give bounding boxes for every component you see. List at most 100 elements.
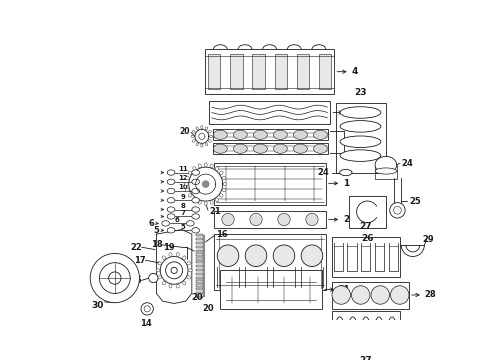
Bar (213, 130, 328, 140)
Text: 16: 16 (216, 230, 227, 239)
Bar (196, 284, 203, 287)
Text: 22: 22 (130, 243, 142, 252)
Ellipse shape (340, 121, 381, 132)
Bar (332, 311, 400, 350)
Circle shape (144, 306, 150, 312)
Text: 8: 8 (180, 203, 185, 209)
Ellipse shape (233, 130, 247, 139)
Circle shape (149, 274, 158, 283)
Ellipse shape (375, 156, 397, 173)
Circle shape (390, 203, 405, 218)
Bar (196, 242, 203, 244)
Ellipse shape (167, 207, 175, 212)
Circle shape (99, 263, 130, 293)
Ellipse shape (220, 171, 223, 175)
Bar (214, 211, 326, 228)
Text: 26: 26 (361, 234, 374, 243)
Text: 5: 5 (180, 224, 185, 230)
Ellipse shape (167, 214, 175, 219)
Text: 1: 1 (343, 179, 349, 188)
Ellipse shape (186, 177, 189, 180)
Bar (214, 163, 326, 205)
Ellipse shape (340, 136, 381, 148)
Text: 31: 31 (339, 285, 350, 294)
Ellipse shape (185, 183, 188, 186)
Ellipse shape (167, 170, 175, 175)
Text: 4: 4 (351, 67, 358, 76)
Ellipse shape (273, 130, 287, 139)
Ellipse shape (169, 284, 172, 288)
Bar (209, 101, 330, 124)
Ellipse shape (253, 144, 268, 153)
Bar (349, 195, 386, 228)
Ellipse shape (340, 170, 352, 176)
Circle shape (393, 206, 401, 214)
Text: 6: 6 (148, 219, 154, 228)
Text: 25: 25 (409, 197, 421, 206)
Ellipse shape (169, 253, 172, 256)
Ellipse shape (167, 198, 175, 203)
Ellipse shape (188, 194, 192, 197)
Bar (319, 54, 331, 89)
Ellipse shape (162, 281, 166, 285)
Ellipse shape (210, 135, 213, 138)
Ellipse shape (210, 201, 213, 204)
Circle shape (245, 245, 267, 266)
Polygon shape (196, 174, 216, 194)
Ellipse shape (176, 284, 179, 288)
Text: 14: 14 (140, 319, 151, 328)
Ellipse shape (192, 198, 199, 203)
Text: 12: 12 (178, 175, 187, 181)
Ellipse shape (192, 214, 199, 219)
Ellipse shape (167, 188, 175, 194)
Text: 24: 24 (401, 159, 413, 168)
Circle shape (222, 213, 234, 226)
Text: 7: 7 (180, 210, 185, 216)
Circle shape (166, 262, 183, 279)
Ellipse shape (193, 130, 196, 133)
Ellipse shape (158, 262, 161, 265)
Bar (196, 269, 203, 271)
Ellipse shape (294, 144, 307, 153)
Ellipse shape (182, 281, 186, 285)
Text: 20: 20 (203, 304, 214, 313)
Ellipse shape (167, 228, 175, 233)
Ellipse shape (204, 202, 207, 205)
Polygon shape (195, 130, 209, 143)
Polygon shape (203, 181, 209, 187)
Bar (196, 234, 203, 237)
Bar (213, 143, 328, 154)
Ellipse shape (198, 164, 201, 168)
Text: 13: 13 (354, 137, 366, 146)
Ellipse shape (188, 171, 192, 175)
Text: 18: 18 (151, 240, 163, 249)
Circle shape (109, 272, 121, 284)
Ellipse shape (192, 228, 199, 233)
Ellipse shape (193, 167, 196, 170)
Circle shape (278, 213, 290, 226)
Ellipse shape (187, 276, 191, 279)
Circle shape (217, 245, 239, 266)
Bar (196, 246, 203, 248)
Ellipse shape (205, 143, 208, 146)
Ellipse shape (196, 127, 198, 130)
Ellipse shape (314, 130, 327, 139)
Ellipse shape (222, 189, 226, 192)
Circle shape (273, 245, 295, 266)
Ellipse shape (162, 256, 166, 260)
Bar (205, 49, 334, 94)
Bar (208, 54, 220, 89)
Ellipse shape (182, 256, 186, 260)
Bar (196, 288, 203, 291)
Ellipse shape (162, 221, 170, 226)
Ellipse shape (314, 144, 327, 153)
Ellipse shape (220, 194, 223, 197)
Bar (252, 54, 265, 89)
Bar (196, 276, 203, 279)
Bar (196, 273, 203, 275)
Text: 28: 28 (424, 291, 436, 300)
Ellipse shape (340, 150, 381, 161)
Bar (196, 253, 203, 256)
Ellipse shape (192, 170, 199, 175)
Text: 15: 15 (130, 276, 142, 285)
